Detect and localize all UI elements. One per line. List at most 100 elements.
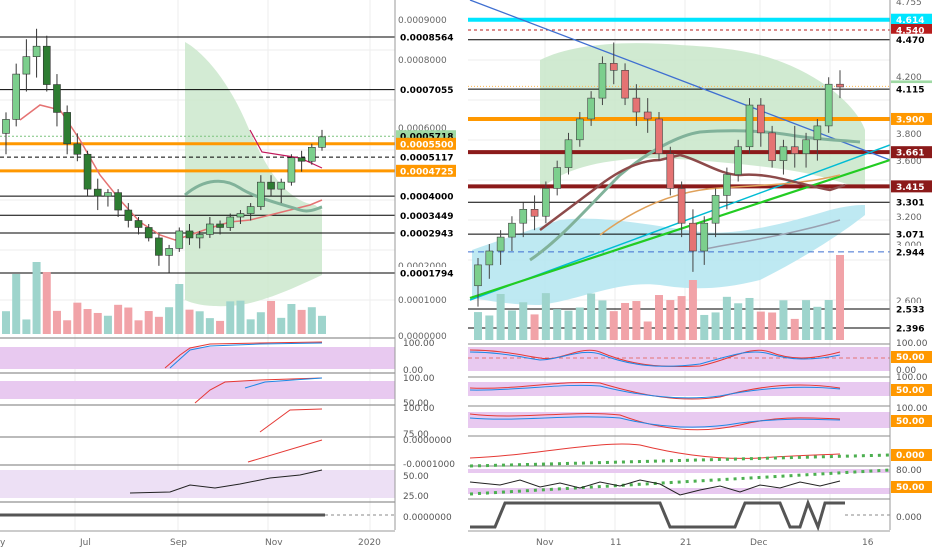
volume-bar (165, 307, 174, 334)
volume-bar (541, 293, 550, 340)
price-label-bg (396, 226, 456, 239)
candle (2, 119, 10, 134)
candle (802, 139, 810, 155)
indicator-axis-label: 25.00 (403, 492, 429, 502)
price-level-label: 4.540 (896, 27, 924, 37)
price-level-label: 3.661 (896, 149, 924, 159)
price-level-label: 2.396 (896, 325, 924, 335)
indicator-label-bg (891, 415, 932, 427)
candle (185, 230, 194, 239)
indicator-axis-label: 100.00 (403, 374, 435, 384)
price-label-bg (396, 267, 456, 279)
volume-bar (768, 312, 777, 340)
moving-average-grey (699, 219, 841, 251)
price-level-label: 0.0004725 (400, 167, 454, 177)
volume-bar (2, 311, 10, 334)
price-label-bg (396, 164, 456, 177)
obv-line (469, 479, 841, 496)
macd-line (247, 439, 323, 463)
candle (277, 181, 286, 190)
candle (508, 222, 516, 238)
price-level-label: 0.0008564 (400, 34, 454, 44)
volume-bar (256, 312, 265, 334)
price-tick-label: 3.200 (896, 213, 922, 223)
price-level-label: 0.0001794 (400, 270, 454, 280)
volume-bar (12, 274, 21, 334)
candle (42, 45, 51, 85)
candle (134, 220, 143, 228)
time-tick-label: Nov (536, 538, 554, 548)
price-label-bg (396, 190, 456, 203)
right-time-axis: Nov 11 21 Dec 16 (468, 530, 890, 548)
volume-bar (632, 301, 641, 340)
candle (553, 167, 561, 189)
left-time-axis: y Jul Sep Nov 2020 (0, 530, 395, 548)
candle (83, 153, 92, 190)
volume-bar (246, 319, 255, 334)
candle (779, 146, 788, 161)
volume-bar (175, 284, 184, 334)
price-tick-label: 0.0001000 (398, 296, 447, 306)
candle (496, 236, 505, 252)
stoch-d (244, 377, 323, 389)
rsi-line (164, 341, 323, 369)
volume-bar (267, 300, 276, 334)
volume-bar (643, 321, 652, 340)
candle (711, 195, 720, 224)
volume-bar (598, 300, 607, 340)
candle (734, 146, 742, 175)
indicator-axis-label: -0.0001000 (403, 460, 455, 470)
indicator-band (468, 382, 890, 396)
left-indicators (0, 337, 395, 517)
candle (257, 181, 265, 207)
volume-bar (836, 255, 844, 340)
moving-average-red (19, 104, 323, 241)
price-label-bg (891, 228, 932, 241)
price-level-label: 0.0005718 (400, 133, 454, 143)
obv-line (129, 469, 323, 494)
indicator-axis-label: 0.000 (896, 513, 922, 523)
osc-band (0, 470, 395, 498)
volume-bar (575, 307, 584, 340)
time-tick-label: Jul (79, 538, 91, 548)
candle (474, 264, 482, 287)
right-indicators (468, 343, 891, 532)
volume-bar (154, 316, 163, 334)
macd-line (469, 443, 841, 459)
indicator-axis-label: 100.00 (896, 339, 928, 349)
candle (598, 63, 607, 99)
price-label-bg (396, 209, 456, 222)
price-tick-label: 4.755 (896, 0, 922, 8)
volume-bar (587, 293, 596, 340)
indicator-axis-label: 100.00 (896, 373, 928, 383)
volume-bar (287, 304, 296, 334)
price-label-bg (891, 24, 932, 36)
obv-dotted (469, 468, 891, 496)
candle (73, 143, 82, 155)
candle (813, 125, 822, 141)
candle (564, 139, 573, 168)
candle (485, 250, 494, 266)
volume-bar (507, 310, 516, 340)
indicator-axis-label: 0.0000000 (403, 513, 452, 523)
volume-bar (216, 320, 225, 334)
indicator-axis-label: 0.000 (896, 451, 924, 461)
candle (114, 192, 122, 211)
candle (768, 132, 776, 161)
candle (666, 153, 675, 189)
candle (609, 63, 618, 71)
indicator-axis-label: 75.00 (403, 430, 429, 440)
candle (318, 136, 326, 148)
indicator-axis-label: 50.00 (896, 386, 924, 396)
volume-bar (205, 318, 214, 334)
volume-bar (297, 309, 306, 334)
rsi-signal (469, 351, 841, 367)
price-tick-label: 0.0006000 (398, 124, 447, 134)
price-level-label: 3.415 (896, 183, 924, 193)
right-candles (474, 42, 844, 307)
right-price-axis: 4.7554.2003.8003.6003.2003.0002.6004.614… (889, 0, 932, 530)
volume-bar (318, 315, 326, 334)
bollinger-band (185, 42, 322, 307)
candle (32, 45, 41, 57)
candle (621, 70, 629, 99)
